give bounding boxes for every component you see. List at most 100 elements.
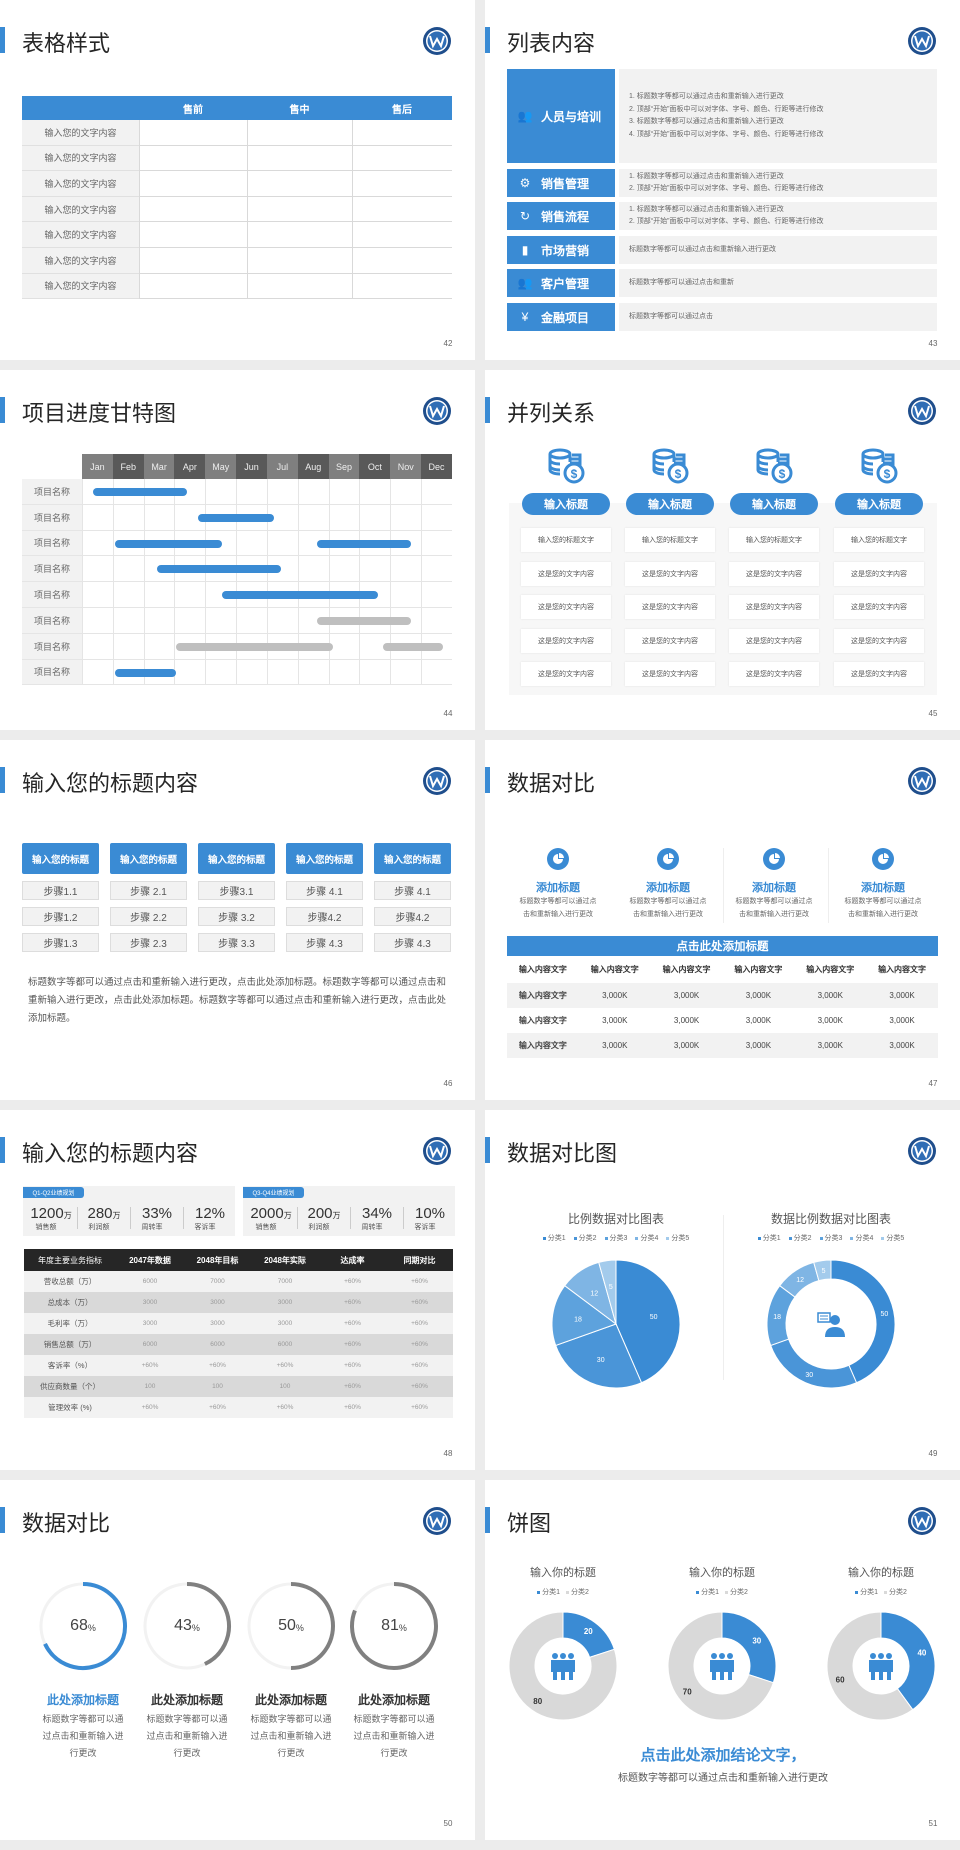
gantt-bar-pending[interactable] (176, 642, 333, 651)
step-box[interactable]: 步骤4.2 (286, 907, 363, 926)
gantt-bar-active[interactable] (114, 539, 222, 548)
slide-42[interactable]: 表格样式 42 售前 售中 售后 输入您的文字内容 输入您的文字内容 输入您的文字内容 输入您的… (0, 0, 475, 360)
list-item-label: 销售流程 (541, 209, 590, 224)
list-item-5[interactable]: 👥 客户管理 (507, 269, 615, 297)
table-cell: +60% (344, 1341, 361, 1348)
step-heading[interactable]: 输入您的标题 (374, 843, 451, 874)
list-item-3[interactable]: ↻ 销售流程 (507, 202, 615, 230)
slide-49[interactable]: 数据对比图 49 比例数据对比图表 分类1 分类2 分类3 分类4 分类5 50 30 18 12 5 数… (485, 1110, 960, 1470)
slice-分类1[interactable] (830, 1259, 896, 1384)
column-header (22, 96, 139, 120)
slide-50[interactable]: 数据对比 50 68% 此处添加标题 标题数字等都可以通过点击和重新输入进行更改 43% 此… (0, 1480, 475, 1840)
university-logo (907, 1506, 937, 1536)
gantt-bar-active[interactable] (198, 513, 275, 522)
table-cell[interactable] (247, 273, 352, 300)
slice-分类5[interactable] (598, 1259, 617, 1325)
table-cell[interactable] (247, 222, 352, 248)
step-box[interactable]: 步骤 2.1 (110, 881, 187, 900)
step-box[interactable]: 步骤 3.3 (198, 933, 275, 952)
gantt-bar-active[interactable] (222, 591, 378, 600)
slice-分类1[interactable] (615, 1259, 681, 1384)
content-cell: 输入您的标题文字 (625, 528, 715, 552)
list-item-6[interactable]: ¥ 金融项目 (507, 303, 615, 331)
card-title: 添加标题 (536, 882, 580, 894)
slice-分类1[interactable] (880, 1611, 936, 1711)
step-heading[interactable]: 输入您的标题 (22, 843, 99, 874)
slice-分类2[interactable] (508, 1611, 618, 1721)
step-box[interactable]: 步骤 4.1 (374, 881, 451, 900)
table-cell[interactable] (352, 120, 452, 146)
list-item-1[interactable]: 👥 人员与培训 (507, 69, 615, 163)
table-cell[interactable] (352, 248, 452, 274)
step-box[interactable]: 步骤4.2 (374, 907, 451, 926)
table-cell[interactable] (247, 248, 352, 274)
table-cell[interactable] (247, 120, 352, 146)
step-box[interactable]: 步骤1.2 (22, 907, 99, 926)
slice-分类2[interactable] (555, 1323, 643, 1389)
step-box[interactable]: 步骤 2.3 (110, 933, 187, 952)
step-box[interactable]: 步骤 3.2 (198, 907, 275, 926)
slide-48[interactable]: 输入您的标题内容 48 Q1-Q2业绩规划 1200 万销售额 280 万利润额 33% 周转率… (0, 1110, 475, 1470)
legend-label: 分类3 (824, 1235, 843, 1242)
slice-分类2[interactable] (667, 1611, 774, 1721)
step-box[interactable]: 步骤 4.1 (286, 881, 363, 900)
column-heading-button[interactable]: 输入标题 (835, 493, 923, 515)
slide-47[interactable]: 数据对比 47 添加标题 标题数字等都可以通过点击和重新输入进行更改 添加标题 标题数字等… (485, 740, 960, 1100)
table-cell[interactable] (139, 120, 247, 146)
table-cell[interactable] (139, 171, 247, 197)
table-cell[interactable] (247, 196, 352, 223)
title-accent-bar (0, 1507, 5, 1533)
step-heading[interactable]: 输入您的标题 (198, 843, 275, 874)
slide-43[interactable]: 列表内容 43 👥 人员与培训 1. 标题数字等都可以通过点击和重新输入进行更改 2. 顶… (485, 0, 960, 360)
column-heading-button[interactable]: 输入标题 (730, 493, 818, 515)
slice-label: 80 (533, 1697, 542, 1706)
slice-分类3[interactable] (551, 1284, 618, 1347)
slice-分类5[interactable] (813, 1259, 832, 1282)
step-box[interactable]: 步骤 4.3 (286, 933, 363, 952)
step-box[interactable]: 步骤3.1 (198, 881, 275, 900)
column-header: 输入内容文字 (590, 965, 639, 974)
step-box[interactable]: 步骤 4.3 (374, 933, 451, 952)
table-cell[interactable] (139, 222, 247, 248)
slide-45[interactable]: 并列关系 45 $ 输入标题 输入您的标题文字 这是您的文字内容 这是您的文字内容 这是您的文… (485, 370, 960, 730)
slide-44[interactable]: 项目进度甘特图 44 Jan Feb Mar Apr May Jun Jul Aug Sep Oct N… (0, 370, 475, 730)
table-cell: 6000 (142, 1278, 158, 1285)
slice-分类1[interactable] (721, 1611, 777, 1684)
step-heading[interactable]: 输入您的标题 (110, 843, 187, 874)
table-cell[interactable] (352, 222, 452, 248)
table-cell[interactable] (139, 145, 247, 172)
slide-51[interactable]: 饼图 51 20 80 30 70 40 60 输入你的标题 分类1 分类2 输入你的标题 分类1 分类2… (485, 1480, 960, 1840)
slide-46[interactable]: 输入您的标题内容 46 输入您的标题 步骤1.1 步骤1.2 步骤1.3 输入您的标题 步骤 … (0, 740, 475, 1100)
row-label: 输入您的文字内容 (22, 171, 139, 197)
table-cell[interactable] (352, 145, 452, 172)
column-heading-button[interactable]: 输入标题 (522, 493, 610, 515)
gantt-bar-active[interactable] (92, 488, 187, 496)
step-box[interactable]: 步骤 2.2 (110, 907, 187, 926)
gantt-bar-pending[interactable] (317, 617, 412, 625)
table-cell[interactable] (352, 171, 452, 197)
page-number: 50 (443, 1819, 453, 1828)
gantt-bar-pending[interactable] (382, 642, 443, 651)
list-item-2[interactable]: ⚙ 销售管理 (507, 169, 615, 197)
table-cell[interactable] (139, 196, 247, 223)
step-box[interactable]: 步骤1.3 (22, 933, 99, 952)
column-heading-button[interactable]: 输入标题 (626, 493, 714, 515)
slice-分类2[interactable] (770, 1338, 858, 1389)
table-cell[interactable] (139, 273, 247, 300)
table-cell[interactable] (247, 171, 352, 197)
table-cell[interactable] (247, 145, 352, 172)
gantt-bar-active[interactable] (114, 668, 176, 677)
slice-分类2[interactable] (826, 1611, 914, 1721)
gantt-bar-active[interactable] (156, 565, 281, 574)
step-heading[interactable]: 输入您的标题 (286, 843, 363, 874)
gantt-bar-active[interactable] (317, 539, 412, 548)
gantt-cell (297, 479, 329, 505)
list-item-content: 标题数字等都可以通过点击和重新 (619, 269, 937, 297)
table-cell[interactable] (352, 196, 452, 223)
coins-dollar-icon: $ (754, 448, 794, 484)
table-cell[interactable] (139, 248, 247, 274)
list-item-4[interactable]: ▮ 市场营销 (507, 236, 615, 264)
gantt-cell (390, 659, 422, 686)
step-box[interactable]: 步骤1.1 (22, 881, 99, 900)
table-cell[interactable] (352, 273, 452, 300)
